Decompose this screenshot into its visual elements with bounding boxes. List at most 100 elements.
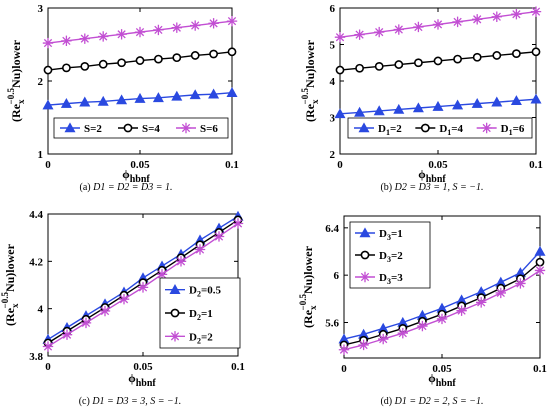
data-point [98,31,109,42]
data-point [534,245,546,256]
data-point [413,58,423,68]
subfigure-caption: (a) D1 = D2 = D3 = 1. [79,182,172,193]
data-point [534,265,546,276]
x-tick-label: 0.05 [130,159,150,171]
data-point [515,278,526,289]
data-point [116,29,127,40]
caption-prefix: (c) [79,396,93,407]
caption-prefix: (a) [79,182,93,193]
y-tick-label: 4 [330,76,336,88]
series-D1=4 [335,47,541,75]
legend: S=2 S=4 S=6 [53,117,229,139]
y-axis-label-base: (Re [303,103,317,122]
y-tick-label: 5.6 [325,318,339,330]
data-point [531,47,541,57]
y-axis-label-superscript: −0.5 [300,88,310,105]
legend-label: D3=3 [379,272,403,286]
data-point [209,49,218,59]
y-axis-label-subscript: x [308,305,318,310]
y-axis-label-rest: Nu)lower [301,245,315,294]
label-rest: =2 [390,123,402,135]
caption-text: D2 = D3 = 1, S = −1. [394,182,484,193]
data-point [42,341,54,352]
x-axis-label: ϕhbnf [418,167,446,185]
data-point [393,103,405,114]
data-point [79,33,90,44]
y-axis-label-rest: Nu)lower [3,243,17,292]
data-point [43,65,53,75]
subfigure-caption: (d) D1 = D2 = 2, S = −1. [380,396,483,407]
legend-label: D3=2 [379,250,403,264]
label-subscript: 1 [447,128,451,137]
label-rest: =0.5 [201,285,222,297]
legend: D1=2 D1=4 D1=6 [347,117,533,139]
legend-label: D1=4 [439,123,463,137]
y-tick-label: 3.8 [29,351,43,363]
label-rest: =1 [201,308,213,320]
data-point [153,24,164,36]
data-point [355,63,364,73]
x-tick-label: 0.1 [231,361,245,373]
x-axis-label-subscript: hbnf [130,174,151,185]
legend-marker [360,250,370,260]
legend-item: D1=4 [415,123,464,137]
legend-item: D2=2 [165,331,213,345]
data-point [530,93,542,104]
subfigure-caption: (c) D1 = D3 = 3, S = −1. [79,396,182,407]
y-axis-label-base: (Re [3,307,17,326]
x-tick-label: 0 [337,159,343,171]
legend-item: D1=6 [476,122,525,137]
data-point [152,92,164,103]
data-point [472,52,482,62]
data-point [175,256,187,267]
series-S=4 [43,47,237,75]
y-axis-label-base: (Re [301,309,315,328]
series-D2=2 [42,218,244,352]
data-point [213,231,225,242]
y-tick-label: 4.4 [29,209,43,221]
x-axis-label-subscript: hbnf [426,174,447,185]
legend-box [347,117,533,139]
legend-marker [359,271,371,283]
data-point [80,317,92,329]
x-tick-label: 0 [341,363,347,375]
data-point [374,26,385,38]
data-point [137,282,149,293]
legend-label: D2=1 [189,308,213,322]
series-D3=1 [338,245,546,344]
label-rest: =3 [391,272,403,284]
series-S=6 [42,15,238,49]
data-point [412,102,424,113]
data-point [61,35,72,47]
y-axis-label: (Rex−0.5Nu)lower [6,39,26,122]
legend-item: S=4 [118,123,160,135]
data-point [334,32,346,43]
legend-label: S=2 [84,123,102,135]
caption-text: D1 = D3 = 3, S = −1. [91,396,181,407]
x-tick-label: 0.05 [428,159,448,171]
legend-box [53,117,229,139]
data-point [194,244,206,255]
legend-item: S=2 [60,122,102,135]
data-point [118,294,130,305]
label-base: S=6 [200,123,218,135]
x-axis-label: ϕhbnf [128,371,156,389]
data-point [116,94,128,105]
y-tick-label: 5 [330,40,336,52]
legend-marker [169,331,181,342]
data-point [334,108,346,119]
legend-item: D2=0.5 [165,284,222,299]
y-axis-label-rest: Nu)lower [9,39,23,88]
data-point [530,6,542,17]
label-subscript: 3 [387,255,391,264]
caption-text: D1 = D2 = D3 = 1. [92,182,172,193]
data-point [134,92,146,103]
series-S=2 [42,87,238,110]
y-tick-label: 6.4 [325,223,339,235]
label-base: D [379,228,387,240]
legend-marker [180,122,192,134]
label-subscript: 1 [386,128,390,137]
label-rest: =2 [201,331,213,343]
data-point [97,95,109,106]
